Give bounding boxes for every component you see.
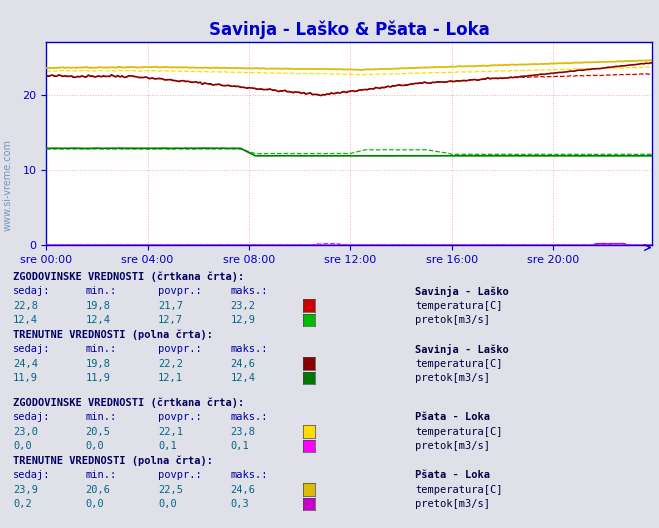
Text: pretok[m3/s]: pretok[m3/s] [415,373,490,383]
Text: 0,1: 0,1 [231,441,249,451]
Text: 0,0: 0,0 [158,499,177,510]
Text: 24,6: 24,6 [231,485,256,495]
Text: 0,0: 0,0 [86,499,104,510]
Text: 11,9: 11,9 [86,373,111,383]
Text: 12,1: 12,1 [158,373,183,383]
Text: 23,2: 23,2 [231,301,256,311]
Text: 12,4: 12,4 [231,373,256,383]
Text: 0,0: 0,0 [13,441,32,451]
Text: maks.:: maks.: [231,470,268,480]
Text: Pšata - Loka: Pšata - Loka [415,470,490,480]
Text: min.:: min.: [86,470,117,480]
Text: 20,6: 20,6 [86,485,111,495]
Text: 19,8: 19,8 [86,359,111,369]
Text: 0,2: 0,2 [13,499,32,510]
Text: 19,8: 19,8 [86,301,111,311]
Text: TRENUTNE VREDNOSTI (polna črta):: TRENUTNE VREDNOSTI (polna črta): [13,330,213,341]
Title: Savinja - Laško & Pšata - Loka: Savinja - Laško & Pšata - Loka [209,21,490,39]
Text: Savinja - Laško: Savinja - Laško [415,344,509,355]
Text: ZGODOVINSKE VREDNOSTI (črtkana črta):: ZGODOVINSKE VREDNOSTI (črtkana črta): [13,398,244,409]
Text: ZGODOVINSKE VREDNOSTI (črtkana črta):: ZGODOVINSKE VREDNOSTI (črtkana črta): [13,272,244,282]
Text: povpr.:: povpr.: [158,470,202,480]
Text: 23,9: 23,9 [13,485,38,495]
Text: 12,7: 12,7 [158,315,183,325]
Text: 23,0: 23,0 [13,427,38,437]
Text: povpr.:: povpr.: [158,412,202,422]
Text: temperatura[C]: temperatura[C] [415,427,503,437]
Text: sedaj:: sedaj: [13,470,51,480]
Text: min.:: min.: [86,412,117,422]
Text: pretok[m3/s]: pretok[m3/s] [415,499,490,510]
Text: 0,0: 0,0 [86,441,104,451]
Text: min.:: min.: [86,286,117,296]
Text: povpr.:: povpr.: [158,286,202,296]
Text: povpr.:: povpr.: [158,344,202,354]
Text: maks.:: maks.: [231,344,268,354]
Text: www.si-vreme.com: www.si-vreme.com [3,139,13,231]
Text: 22,5: 22,5 [158,485,183,495]
Text: 24,6: 24,6 [231,359,256,369]
Text: 12,4: 12,4 [86,315,111,325]
Text: 22,8: 22,8 [13,301,38,311]
Text: maks.:: maks.: [231,286,268,296]
Text: 20,5: 20,5 [86,427,111,437]
Text: 11,9: 11,9 [13,373,38,383]
Text: 21,7: 21,7 [158,301,183,311]
Text: Pšata - Loka: Pšata - Loka [415,412,490,422]
Text: Savinja - Laško: Savinja - Laško [415,286,509,297]
Text: 22,1: 22,1 [158,427,183,437]
Text: 12,4: 12,4 [13,315,38,325]
Text: min.:: min.: [86,344,117,354]
Text: sedaj:: sedaj: [13,286,51,296]
Text: TRENUTNE VREDNOSTI (polna črta):: TRENUTNE VREDNOSTI (polna črta): [13,456,213,466]
Text: 12,9: 12,9 [231,315,256,325]
Text: 0,3: 0,3 [231,499,249,510]
Text: maks.:: maks.: [231,412,268,422]
Text: 0,1: 0,1 [158,441,177,451]
Text: temperatura[C]: temperatura[C] [415,359,503,369]
Text: 23,8: 23,8 [231,427,256,437]
Text: pretok[m3/s]: pretok[m3/s] [415,441,490,451]
Text: temperatura[C]: temperatura[C] [415,485,503,495]
Text: temperatura[C]: temperatura[C] [415,301,503,311]
Text: 22,2: 22,2 [158,359,183,369]
Text: 24,4: 24,4 [13,359,38,369]
Text: sedaj:: sedaj: [13,412,51,422]
Text: pretok[m3/s]: pretok[m3/s] [415,315,490,325]
Text: sedaj:: sedaj: [13,344,51,354]
